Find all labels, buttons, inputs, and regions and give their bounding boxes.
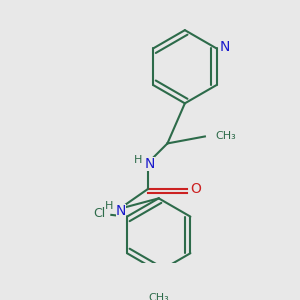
Text: N: N <box>145 157 155 171</box>
Text: Cl: Cl <box>93 207 105 220</box>
Text: N: N <box>116 203 126 218</box>
Text: CH₃: CH₃ <box>148 293 169 300</box>
Text: H: H <box>134 155 142 165</box>
Text: N: N <box>220 40 230 54</box>
Text: H: H <box>105 201 113 211</box>
Text: CH₃: CH₃ <box>215 131 236 142</box>
Text: O: O <box>190 182 201 196</box>
